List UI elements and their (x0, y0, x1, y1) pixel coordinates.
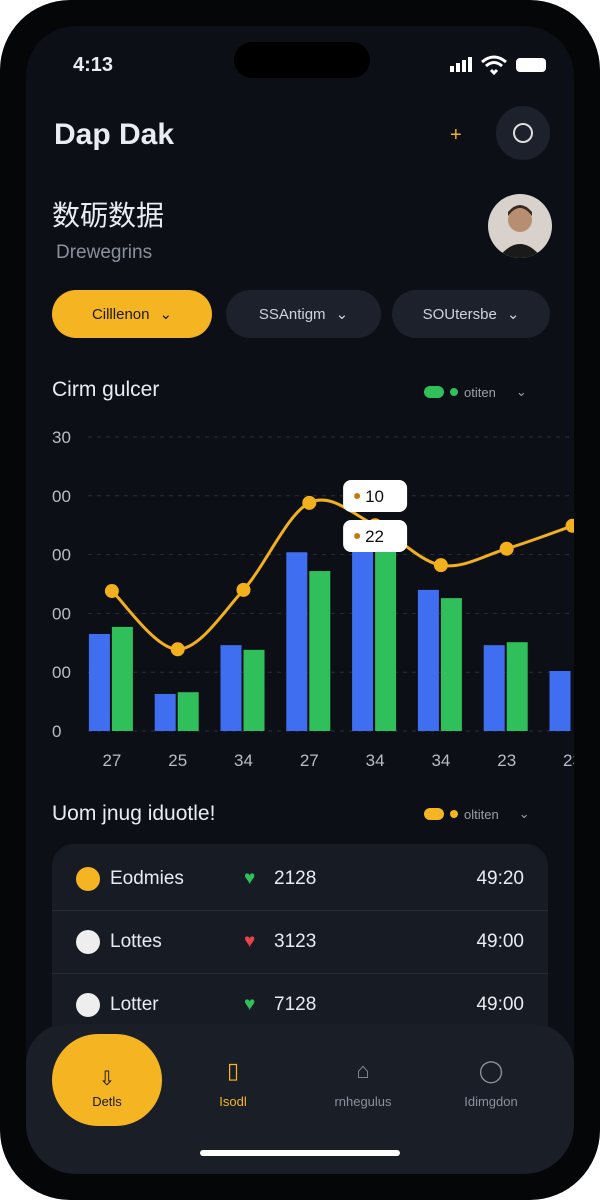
y-tick-label: 30 (52, 428, 71, 447)
list-title: Uom jnug iduotle! (52, 802, 216, 825)
avatar-image (498, 205, 542, 258)
nav-label[interactable]: Detls (92, 1094, 122, 1109)
chart-title: Cirm gulcer (52, 378, 160, 401)
filter-label: SOUtersbe (422, 305, 497, 323)
chart: 0000000003027253427343423231022 (52, 428, 574, 770)
nav-label[interactable]: Idimgdon (464, 1094, 518, 1109)
add-icon[interactable]: + (450, 124, 462, 146)
row-heart: ♥ (244, 931, 256, 952)
list-legend[interactable]: oltiten ⌄ (424, 806, 530, 822)
nav-icon: ⌂ (356, 1058, 370, 1083)
list-row[interactable]: Lottes ♥ 3123 49:00 (52, 911, 548, 974)
row-time: 49:00 (476, 931, 524, 952)
line-point (433, 558, 448, 573)
avatar[interactable] (488, 194, 552, 258)
filter-label: Cilllenon (91, 305, 150, 323)
bar (154, 693, 176, 731)
x-tick-label: 23 (563, 751, 574, 770)
row-heart: ♥ (244, 868, 256, 889)
row-value: 7128 (274, 994, 317, 1015)
y-tick-label: 00 (52, 487, 71, 506)
search-icon (513, 123, 533, 143)
bar (440, 598, 462, 731)
nav-label[interactable]: rnhegulus (334, 1094, 392, 1109)
list-row[interactable]: Lotter ♥ 7128 49:00 (52, 974, 548, 1036)
line-point (565, 518, 574, 533)
tooltip-label: 22 (365, 527, 384, 546)
line-point (170, 642, 185, 657)
x-tick-label: 27 (102, 751, 121, 770)
line (110, 498, 573, 651)
row-heart: ♥ (244, 994, 256, 1015)
y-tick-label: 00 (52, 604, 71, 623)
x-tick-label: 34 (431, 751, 450, 770)
row-name: Lottes (110, 931, 162, 952)
legend-label: oltiten (464, 806, 499, 822)
tooltip-label: 10 (365, 487, 384, 506)
filter-chip[interactable]: SSAntigm ⌄ (226, 290, 381, 338)
filter-chip[interactable]: Cilllenon ⌄ (52, 290, 212, 338)
tooltip (343, 520, 408, 552)
chart-legend[interactable]: otiten ⌄ (424, 384, 527, 400)
screen: 4:13 Dap Dak + 数砺数据 Drewegrins Cilllenon… (26, 26, 574, 1174)
bar (88, 633, 110, 731)
bar (483, 645, 505, 731)
tooltip (343, 480, 408, 512)
bar (177, 692, 199, 731)
search-button[interactable] (496, 106, 550, 160)
nav-icon: ⇩ (98, 1068, 116, 1090)
line-point (236, 582, 251, 597)
line-point (302, 495, 317, 510)
row-name: Eodmies (110, 868, 184, 889)
row-time: 49:00 (476, 994, 524, 1015)
line-point (499, 541, 514, 556)
x-tick-label: 27 (300, 751, 319, 770)
bar (220, 645, 242, 731)
bar (309, 571, 331, 731)
y-tick-label: 00 (52, 546, 71, 565)
app-title: Dap Dak (54, 118, 175, 151)
status-time: 4:13 (73, 54, 114, 76)
heading: 数砺数据 (52, 200, 165, 231)
tooltip-dot (354, 533, 361, 539)
status-icons (450, 55, 546, 76)
home-indicator (200, 1150, 400, 1156)
bar (417, 589, 439, 731)
row-value: 3123 (274, 931, 317, 952)
x-tick-label: 34 (234, 751, 253, 770)
caption: Drewegrins (56, 242, 153, 263)
legend-label: otiten (464, 384, 496, 400)
filter-label: SSAntigm (258, 305, 326, 323)
bar (549, 671, 571, 731)
filter-chip[interactable]: SOUtersbe ⌄ (392, 290, 550, 338)
list-row[interactable]: Eodmies ♥ 2128 49:20 (52, 848, 548, 911)
y-tick-label: 00 (52, 663, 71, 682)
row-name: Lotter (110, 994, 159, 1015)
x-tick-label: 34 (366, 751, 385, 770)
nav-icon: ◯ (478, 1058, 504, 1083)
nav-active[interactable] (52, 1034, 162, 1126)
dynamic-island (234, 42, 370, 78)
bar (286, 552, 308, 731)
bar (506, 642, 528, 731)
bar (375, 545, 397, 731)
x-tick-label: 25 (168, 751, 187, 770)
row-icon (76, 867, 100, 891)
tooltip-dot (354, 493, 361, 499)
nav-icon: ▯ (226, 1058, 240, 1083)
nav-label[interactable]: Isodl (219, 1094, 247, 1109)
bar (352, 545, 374, 731)
bar (243, 649, 265, 731)
row-icon (76, 930, 100, 954)
line-point (104, 584, 119, 599)
y-tick-label: 0 (52, 722, 61, 741)
row-icon (76, 993, 100, 1017)
row-time: 49:20 (476, 868, 524, 889)
x-tick-label: 23 (497, 751, 516, 770)
bar (111, 626, 133, 731)
row-value: 2128 (274, 868, 317, 889)
